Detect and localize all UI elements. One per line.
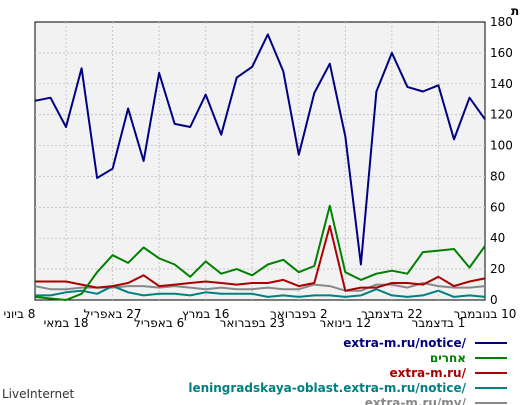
y-tick-label: 0 [490, 293, 498, 307]
y-tick-label: 120 [490, 108, 513, 122]
x-axis-ticks: 10 בנובמבר 22 בדצמבר 2 בפברואר 16 במרץ 27 בא… [4, 307, 517, 330]
x-tick-label: 6 באפריל [134, 316, 184, 330]
y-axis-label: כמות [511, 4, 520, 18]
grid [34, 21, 486, 301]
legend-entry-label: leningradskaya-oblast.extra-m.ru/notice/ [188, 381, 466, 395]
x-tick-label: 22 בדצמבר [361, 307, 423, 321]
legend-entry-label: extra-m.ru/notice/ [343, 336, 466, 350]
x-tick-label: 1 בדצמבר [411, 316, 465, 330]
legend-entry-label: אחרים [430, 351, 466, 365]
x-tick-label: 8 ביוני [4, 307, 36, 321]
legend-entry-label: extra-m.ru/ [389, 366, 466, 380]
y-tick-label: 40 [490, 231, 505, 245]
legend: extra-m.ru/notice/אחריםextra-m.ru/lening… [188, 336, 507, 405]
series-line [35, 285, 486, 298]
x-tick-label: 12 בינואר [320, 316, 372, 330]
y-tick-label: 60 [490, 200, 505, 214]
y-tick-label: 160 [490, 46, 513, 60]
series-lines [34, 33, 486, 301]
x-tick-label: 27 באפריל [84, 307, 142, 321]
series-line [34, 33, 486, 266]
plot-area [34, 21, 486, 301]
x-tick-label: 18 במאי [44, 316, 89, 330]
y-tick-label: 100 [490, 139, 513, 153]
series-line [34, 204, 486, 301]
x-tick-label: 2 בפברואר [270, 307, 328, 321]
x-tick-label: 16 במרץ [182, 307, 229, 321]
y-tick-label: 140 [490, 77, 513, 91]
series-line [35, 224, 486, 292]
y-tick-label: 180 [490, 15, 513, 29]
y-tick-label: 80 [490, 169, 505, 183]
legend-entry-label: extra-m.ru/my/ [365, 396, 467, 405]
x-tick-label: 23 בפברואר [220, 316, 285, 330]
x-tick-label: 10 בנובמבר [454, 307, 517, 321]
y-tick-label: 20 [490, 262, 505, 276]
y-axis-ticks: 0 20 40 60 80 100 120 140 160 180 [490, 15, 513, 307]
credit-label: LiveInternet [2, 387, 74, 401]
